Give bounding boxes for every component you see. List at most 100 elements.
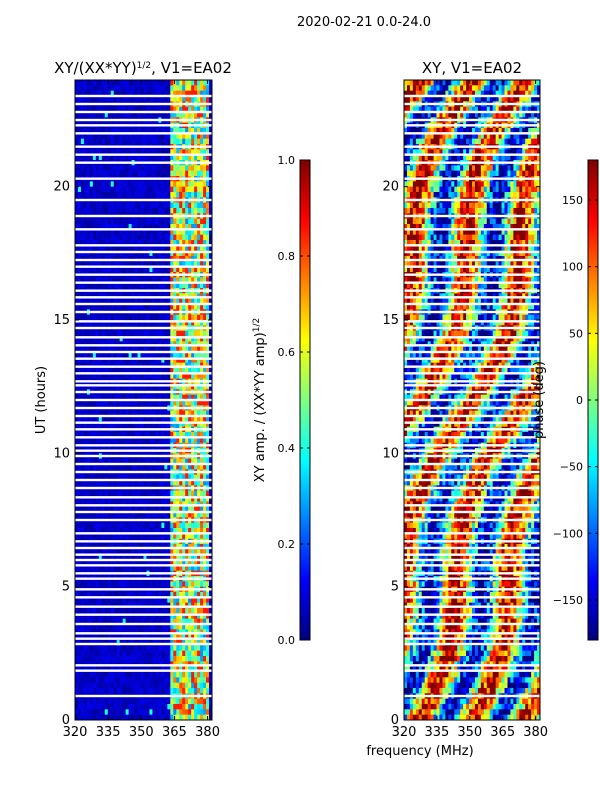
heatmap-cell bbox=[182, 202, 186, 209]
heatmap-cell bbox=[197, 304, 201, 310]
heatmap-cell bbox=[197, 608, 201, 614]
heatmap-cell bbox=[104, 261, 109, 268]
heatmap-cell bbox=[77, 266, 82, 273]
heatmap-cell bbox=[83, 208, 88, 214]
heatmap-cell bbox=[152, 250, 156, 257]
heatmap-cell bbox=[77, 314, 82, 321]
heatmap-cell bbox=[125, 229, 130, 236]
heatmap-cell bbox=[107, 650, 112, 657]
heatmap-cell bbox=[149, 192, 153, 198]
heatmap-cell bbox=[119, 245, 124, 252]
heatmap-cell bbox=[155, 336, 159, 342]
heatmap-cell bbox=[89, 234, 94, 241]
heatmap-cell bbox=[194, 245, 198, 252]
heatmap-cell bbox=[77, 202, 82, 209]
heatmap-cell bbox=[176, 277, 180, 284]
heatmap-cell bbox=[176, 170, 180, 177]
heatmap-cell bbox=[167, 90, 171, 97]
heatmap-cell bbox=[104, 202, 109, 209]
heatmap-cell bbox=[164, 208, 168, 214]
heatmap-cell bbox=[167, 336, 171, 342]
heatmap-cell bbox=[110, 165, 115, 172]
heatmap-cell bbox=[131, 336, 135, 342]
heatmap-cell bbox=[125, 234, 130, 241]
heatmap-cell bbox=[113, 218, 118, 225]
heatmap-cell bbox=[131, 650, 135, 657]
heatmap-cell bbox=[92, 304, 97, 310]
heatmap-cell bbox=[110, 138, 115, 145]
heatmap-cell bbox=[75, 261, 79, 268]
heatmap-cell bbox=[206, 245, 210, 252]
heatmap-cell bbox=[176, 314, 180, 321]
heatmap-cell bbox=[200, 85, 204, 92]
heatmap-cell bbox=[149, 96, 153, 102]
heatmap-cell bbox=[161, 277, 165, 284]
heatmap-cell bbox=[137, 133, 141, 140]
heatmap-cell bbox=[209, 128, 213, 134]
heatmap-cell bbox=[185, 186, 189, 193]
heatmap-cell bbox=[122, 154, 127, 161]
heatmap-cell bbox=[89, 138, 94, 145]
heatmap-cell bbox=[188, 250, 192, 257]
heatmap-cell bbox=[77, 170, 82, 177]
heatmap-cell bbox=[194, 320, 198, 326]
heatmap-cell bbox=[206, 298, 210, 305]
heatmap-cell bbox=[89, 304, 94, 310]
heatmap-cell bbox=[125, 282, 130, 289]
heatmap-cell bbox=[95, 128, 100, 134]
heatmap-cell bbox=[197, 80, 201, 86]
heatmap-cell bbox=[104, 186, 109, 193]
heatmap-cell bbox=[98, 650, 103, 657]
heatmap-cell bbox=[86, 277, 91, 284]
heatmap-cell bbox=[80, 608, 85, 614]
heatmap-cell bbox=[164, 266, 168, 273]
heatmap-cell bbox=[110, 330, 115, 337]
heatmap-cell bbox=[125, 112, 130, 118]
heatmap-cell bbox=[83, 96, 88, 102]
heatmap-cell bbox=[95, 336, 100, 342]
heatmap-cell bbox=[173, 186, 177, 193]
heatmap-cell bbox=[113, 250, 118, 257]
heatmap-cell bbox=[173, 218, 177, 225]
heatmap-cell bbox=[200, 186, 204, 193]
heatmap-cell bbox=[122, 645, 127, 652]
heatmap-cell bbox=[137, 202, 141, 209]
heatmap-cell bbox=[107, 128, 112, 134]
heatmap-cell bbox=[167, 522, 171, 529]
heatmap-cell bbox=[116, 85, 121, 92]
heatmap-cell bbox=[152, 165, 156, 172]
heatmap-cell bbox=[137, 304, 141, 310]
heatmap-cell bbox=[75, 85, 79, 92]
heatmap-cell bbox=[110, 522, 115, 529]
heatmap-cell bbox=[98, 320, 103, 326]
heatmap-cell bbox=[140, 330, 144, 337]
heatmap-cell bbox=[113, 266, 118, 273]
heatmap-cell bbox=[137, 192, 141, 198]
heatmap-cell bbox=[191, 234, 195, 241]
heatmap-cell bbox=[128, 490, 132, 497]
heatmap-cell bbox=[209, 170, 213, 177]
heatmap-cell bbox=[92, 208, 97, 214]
heatmap-cell bbox=[104, 229, 109, 236]
heatmap-cell bbox=[137, 336, 141, 342]
heatmap-cell bbox=[116, 261, 121, 268]
heatmap-cell bbox=[206, 106, 210, 113]
heatmap-cell bbox=[134, 218, 138, 225]
heatmap-cell bbox=[206, 112, 210, 118]
heatmap-cell bbox=[146, 90, 150, 97]
heatmap-cell bbox=[209, 234, 213, 241]
heatmap-cell bbox=[146, 277, 150, 284]
heatmap-cell bbox=[197, 138, 201, 145]
heatmap-cell bbox=[191, 330, 195, 337]
heatmap-cell bbox=[98, 224, 103, 230]
heatmap-cell bbox=[113, 165, 118, 172]
heatmap-cell bbox=[182, 149, 186, 156]
heatmap-cell bbox=[98, 128, 103, 134]
heatmap-cell bbox=[167, 250, 171, 257]
heatmap-cell bbox=[128, 128, 132, 134]
heatmap-cell bbox=[110, 186, 115, 193]
heatmap-cell bbox=[197, 650, 201, 657]
heatmap-cell bbox=[167, 229, 171, 236]
heatmap-cell bbox=[128, 581, 132, 588]
heatmap-cell bbox=[104, 314, 109, 321]
